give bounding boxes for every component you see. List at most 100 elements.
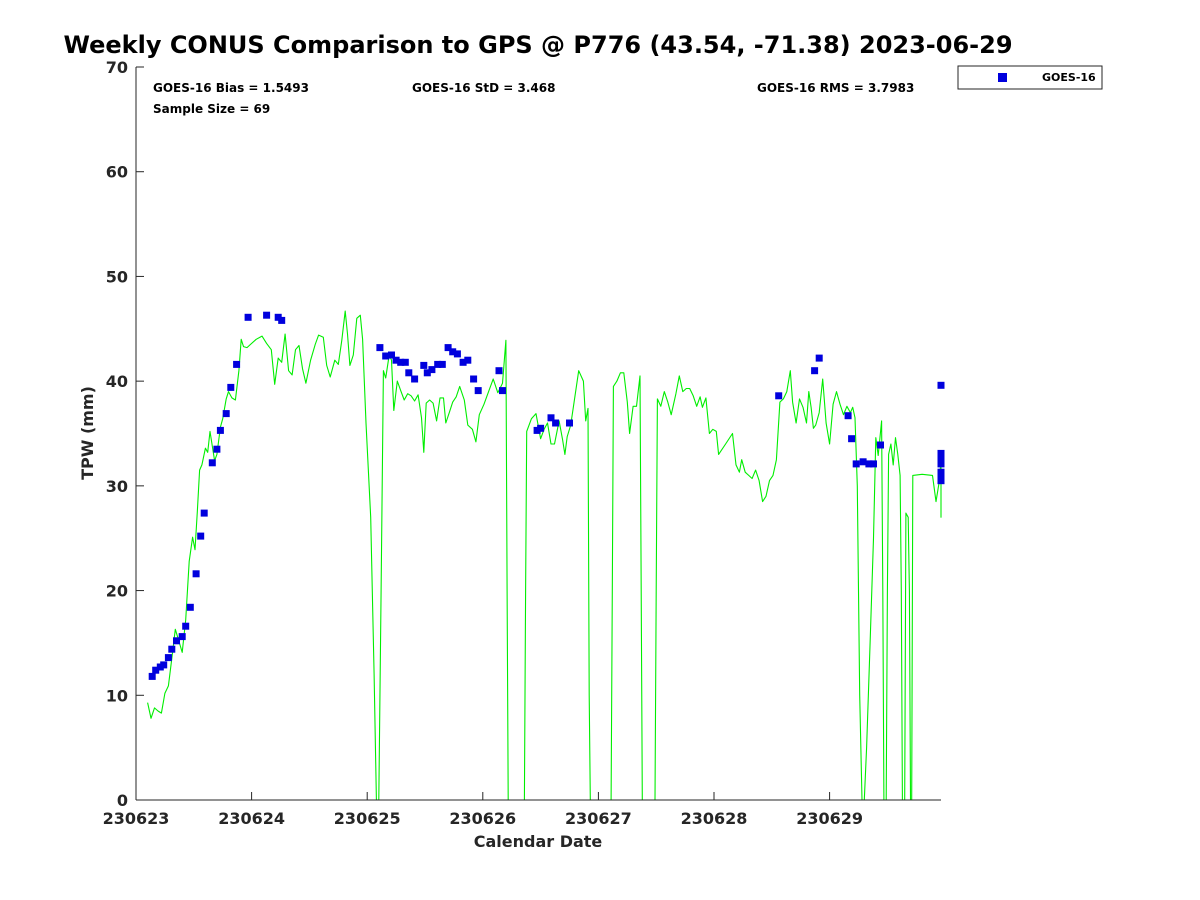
goes16-point — [186, 603, 194, 611]
goes16-point — [263, 311, 271, 319]
goes16-point — [811, 367, 819, 375]
goes16-point — [464, 356, 472, 364]
point-layer — [148, 311, 945, 680]
y-axis-label: TPW (mm) — [78, 386, 97, 480]
goes16-point — [566, 419, 573, 427]
goes16-point — [168, 645, 176, 653]
goes16-point — [213, 445, 221, 453]
x-axis-ticks: 230623 230624 230625 230626 230627 230628 2306… — [103, 792, 863, 828]
x-tick-label: 230623 — [103, 809, 170, 828]
goes16-point — [470, 375, 478, 383]
gps-line-segment — [904, 512, 912, 801]
goes16-point — [552, 419, 560, 427]
goes16-point — [182, 622, 190, 630]
goes16-point — [547, 414, 555, 422]
goes16-point — [227, 383, 235, 391]
goes16-point — [164, 654, 172, 662]
gps-line-segment — [610, 372, 643, 801]
goes16-point — [160, 661, 168, 669]
x-axis-label: Calendar Date — [474, 832, 603, 851]
goes16-point — [222, 410, 230, 418]
goes16-point — [423, 369, 431, 377]
x-tick-label: 230629 — [796, 809, 863, 828]
y-axis-ticks: 0 10 20 30 40 50 60 70 — [106, 58, 144, 810]
goes16-point — [401, 358, 409, 366]
goes16-point — [775, 392, 783, 400]
goes16-point — [877, 441, 884, 449]
legend-marker-goes16 — [998, 73, 1007, 82]
goes16-point — [495, 367, 503, 375]
goes16-point — [405, 369, 413, 377]
goes16-point — [178, 633, 186, 641]
goes16-point — [449, 348, 457, 356]
goes16-point — [870, 460, 877, 468]
goes16-point — [392, 356, 400, 364]
goes16-point — [865, 460, 873, 468]
goes16-point — [200, 509, 208, 517]
goes16-point — [233, 360, 241, 368]
goes16-point — [173, 637, 180, 645]
goes16-point — [937, 460, 945, 468]
x-tick-label: 230627 — [565, 809, 632, 828]
gps-line-segment — [911, 459, 942, 801]
goes16-point — [278, 316, 286, 324]
goes16-point — [434, 360, 442, 368]
gps-line-segment — [654, 370, 863, 801]
goes16-point — [815, 354, 823, 362]
goes16-point — [844, 412, 852, 420]
line-layer — [147, 310, 942, 801]
goes16-point — [411, 375, 419, 383]
goes16-point — [420, 361, 428, 369]
y-tick-label: 70 — [106, 58, 128, 77]
sample-size-stat: Sample Size = 69 — [153, 102, 270, 116]
goes16-point — [474, 387, 482, 395]
goes16-point — [397, 358, 405, 366]
goes16-point — [388, 351, 395, 359]
bias-stat: GOES-16 Bias = 1.5493 — [153, 81, 309, 95]
goes16-point — [937, 470, 945, 478]
goes16-point — [438, 360, 446, 368]
goes16-point — [937, 381, 945, 389]
gps-line-segment — [885, 437, 903, 801]
gps-line-segment — [378, 339, 509, 801]
goes16-point — [197, 532, 205, 540]
y-tick-label: 30 — [106, 477, 128, 496]
y-tick-label: 0 — [117, 791, 128, 810]
y-tick-label: 60 — [106, 163, 128, 182]
chart-title: Weekly CONUS Comparison to GPS @ P776 (4… — [63, 31, 1012, 59]
goes16-point — [937, 455, 945, 463]
goes16-point — [376, 344, 384, 352]
goes16-point — [152, 666, 160, 674]
goes16-point — [244, 313, 252, 321]
gps-line-segment — [863, 420, 885, 801]
y-tick-label: 20 — [106, 582, 128, 601]
x-tick-label: 230626 — [449, 809, 516, 828]
std-stat: GOES-16 StD = 3.468 — [412, 81, 555, 95]
goes16-point — [382, 352, 390, 360]
x-tick-label: 230625 — [334, 809, 401, 828]
goes16-point — [459, 358, 467, 366]
goes16-point — [148, 672, 156, 680]
y-tick-label: 40 — [106, 372, 128, 391]
x-tick-label: 230628 — [681, 809, 748, 828]
legend: GOES-16 — [957, 65, 1103, 90]
goes16-point — [937, 449, 945, 457]
gps-line-segment — [147, 310, 377, 801]
goes16-point — [852, 460, 860, 468]
y-tick-label: 50 — [106, 267, 128, 286]
goes16-point — [937, 477, 945, 485]
plot-area — [135, 67, 945, 801]
gps-line-segment — [523, 370, 591, 801]
goes16-point — [848, 435, 856, 443]
goes16-point — [453, 350, 461, 358]
goes16-point — [444, 344, 452, 352]
goes16-point — [192, 570, 200, 578]
y-tick-label: 10 — [106, 686, 128, 705]
goes16-point — [859, 458, 867, 466]
rms-stat: GOES-16 RMS = 3.7983 — [757, 81, 914, 95]
goes16-point — [499, 387, 506, 395]
goes16-point — [537, 424, 545, 432]
goes16-point — [208, 459, 216, 467]
goes16-point — [216, 426, 224, 434]
